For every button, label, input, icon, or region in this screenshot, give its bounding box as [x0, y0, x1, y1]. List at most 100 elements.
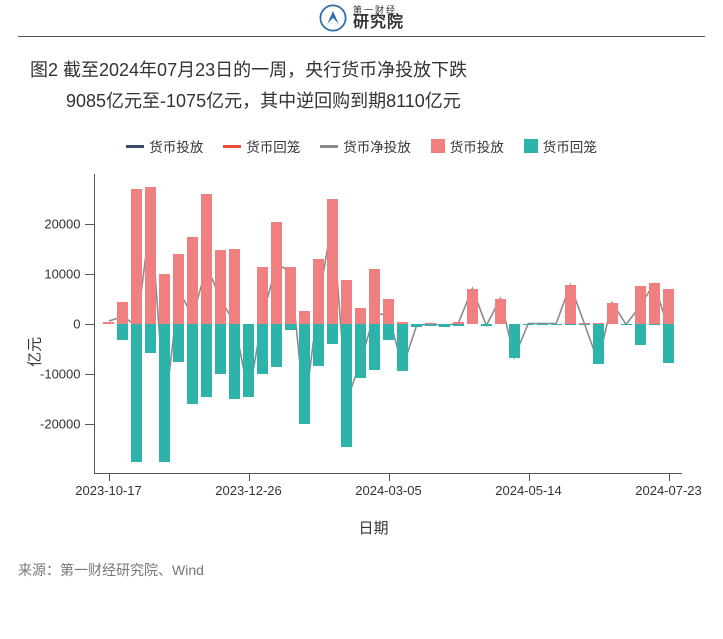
- bar-pos: [131, 189, 141, 324]
- bar-neg: [383, 324, 393, 340]
- bar-neg: [551, 324, 561, 325]
- bar-pos: [383, 299, 393, 324]
- bar-neg: [481, 324, 491, 326]
- bar-neg: [145, 324, 155, 353]
- source-text: 来源：第一财经研究院、Wind: [0, 544, 723, 590]
- x-tick: [249, 473, 250, 481]
- legend-label: 货币投放: [450, 136, 504, 156]
- bar-neg: [341, 324, 351, 447]
- y-axis-title: 亿元: [23, 337, 44, 367]
- bar-pos: [299, 311, 309, 324]
- bar-pos: [215, 250, 225, 324]
- header: 第一财经 研究院: [18, 0, 705, 37]
- bar-neg: [159, 324, 169, 462]
- bar-neg: [327, 324, 337, 344]
- bar-neg: [635, 324, 645, 345]
- bar-neg: [271, 324, 281, 367]
- title-suffix: 的一周，央行货币净投放下跌: [233, 60, 467, 80]
- bar-neg: [355, 324, 365, 378]
- bar-pos: [649, 283, 659, 324]
- bar-neg: [593, 324, 603, 364]
- bar-neg: [411, 324, 421, 327]
- bar-neg: [215, 324, 225, 374]
- x-tick-label: 2024-03-05: [355, 483, 422, 498]
- x-tick-label: 2023-12-26: [215, 483, 282, 498]
- legend-swatch: [431, 139, 445, 153]
- bar-pos: [271, 222, 281, 325]
- legend-swatch: [126, 145, 144, 148]
- bar-pos: [635, 286, 645, 325]
- bar-neg: [579, 324, 589, 325]
- y-tick: [85, 324, 95, 325]
- bar-neg: [397, 324, 407, 371]
- bar-pos: [313, 259, 323, 324]
- bar-pos: [495, 299, 505, 324]
- title-line2: 9085亿元至-1075亿元，其中逆回购到期8110亿元: [66, 91, 461, 111]
- bar-neg: [453, 324, 463, 326]
- legend-swatch: [320, 145, 338, 148]
- bar-pos: [201, 194, 211, 324]
- bar-neg: [523, 324, 533, 325]
- bar-pos: [117, 302, 127, 325]
- bar-neg: [243, 324, 253, 397]
- bar-pos: [145, 187, 155, 325]
- legend-item: 货币净投放: [320, 136, 411, 156]
- plot-area: -20000-10000010000200002023-10-172023-12…: [94, 174, 682, 474]
- x-tick-label: 2024-05-14: [495, 483, 562, 498]
- bar-pos: [369, 269, 379, 324]
- bar-neg: [663, 324, 673, 363]
- bar-pos: [607, 303, 617, 324]
- legend-item: 货币回笼: [524, 136, 597, 156]
- bar-pos: [159, 274, 169, 324]
- bar-neg: [509, 324, 519, 358]
- bar-pos: [565, 285, 575, 324]
- bar-neg: [425, 324, 435, 326]
- chart: 亿元 -20000-10000010000200002023-10-172023…: [22, 164, 702, 544]
- bar-neg: [439, 324, 449, 327]
- y-tick-label: -20000: [40, 417, 80, 432]
- x-tick-label: 2024-07-23: [635, 483, 702, 498]
- bar-neg: [649, 324, 659, 325]
- chart-title: 图2 截至2024年07月23日的一周，央行货币净投放下跌 9085亿元至-10…: [0, 55, 723, 126]
- bar-neg: [621, 324, 631, 325]
- bar-pos: [285, 267, 295, 325]
- bar-pos: [663, 289, 673, 324]
- brand-text-main: 研究院: [353, 15, 404, 31]
- brand-logo-icon: [319, 4, 347, 32]
- bar-neg: [173, 324, 183, 362]
- bar-neg: [537, 324, 547, 325]
- x-tick: [389, 473, 390, 481]
- bar-pos: [173, 254, 183, 324]
- bar-pos: [355, 308, 365, 324]
- bar-neg: [229, 324, 239, 399]
- y-tick-label: 0: [73, 317, 80, 332]
- bar-pos: [187, 237, 197, 325]
- bar-pos: [257, 267, 267, 325]
- title-date: 2024年07月23日: [99, 60, 233, 80]
- y-tick: [85, 274, 95, 275]
- legend-item: 货币投放: [431, 136, 504, 156]
- title-prefix: 图2 截至: [30, 60, 99, 80]
- bar-pos: [327, 199, 337, 324]
- bar-neg: [565, 324, 575, 325]
- bar-neg: [299, 324, 309, 424]
- bar-pos: [467, 289, 477, 324]
- x-axis-title: 日期: [358, 517, 388, 538]
- legend-label: 货币回笼: [543, 136, 597, 156]
- y-tick: [85, 224, 95, 225]
- bar-neg: [313, 324, 323, 366]
- legend-label: 货币净投放: [343, 136, 411, 156]
- x-tick: [669, 473, 670, 481]
- y-tick: [85, 374, 95, 375]
- bar-pos: [341, 280, 351, 324]
- bar-neg: [201, 324, 211, 397]
- x-tick: [529, 473, 530, 481]
- legend-item: 货币投放: [126, 136, 203, 156]
- y-tick-label: -10000: [40, 367, 80, 382]
- legend-item: 货币回笼: [223, 136, 300, 156]
- bar-neg: [285, 324, 295, 330]
- legend-swatch: [524, 139, 538, 153]
- bar-neg: [187, 324, 197, 404]
- bar-neg: [257, 324, 267, 374]
- legend: 货币投放货币回笼货币净投放货币投放货币回笼: [0, 126, 723, 164]
